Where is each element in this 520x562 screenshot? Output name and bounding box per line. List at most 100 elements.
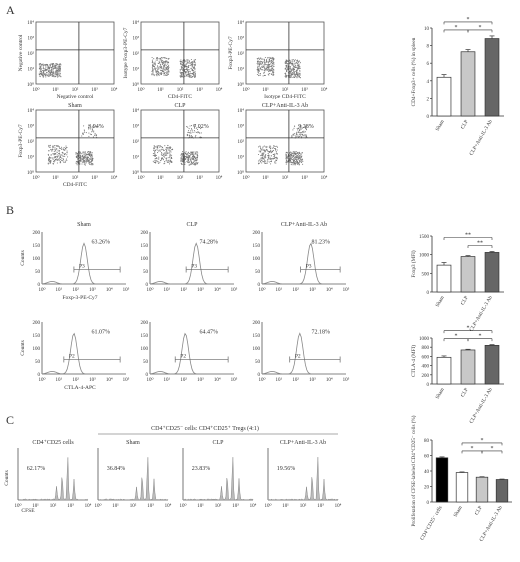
event-dot xyxy=(161,59,163,61)
event-dot xyxy=(180,75,182,77)
event-dot xyxy=(291,61,293,63)
event-dot xyxy=(167,71,169,73)
event-dot xyxy=(276,160,278,162)
event-dot xyxy=(47,75,49,77)
histogram-curve xyxy=(261,332,346,375)
event-dot xyxy=(296,60,298,62)
event-dot xyxy=(92,164,94,166)
significance-marker: * xyxy=(479,25,482,31)
event-dot xyxy=(194,125,196,128)
event-dot xyxy=(293,157,295,160)
event-dot xyxy=(162,67,165,69)
event-dot xyxy=(187,126,189,128)
event-dot xyxy=(179,71,181,73)
event-dot xyxy=(256,61,259,63)
x-axis-label: CD4-FITC xyxy=(63,182,87,188)
event-dot xyxy=(87,159,90,161)
event-dot xyxy=(186,67,188,69)
event-dot xyxy=(185,73,187,75)
event-dot xyxy=(85,158,87,160)
event-dot xyxy=(185,157,187,159)
event-dot xyxy=(44,74,46,76)
y-axis-label: Isotype Foxp3-PE-Cy7 xyxy=(123,27,129,78)
histogram-curve xyxy=(41,332,126,375)
event-dot xyxy=(40,71,42,73)
y-tick-label: 400 xyxy=(422,365,430,370)
event-dot xyxy=(154,67,156,69)
event-dot xyxy=(185,151,187,153)
event-dot xyxy=(195,158,197,160)
event-dot xyxy=(45,76,47,78)
event-dot xyxy=(266,58,268,61)
category-label: Sham xyxy=(453,505,464,518)
event-dot xyxy=(300,128,302,131)
event-dot xyxy=(54,67,56,69)
event-dot xyxy=(52,157,54,159)
event-dot xyxy=(303,132,305,134)
event-dot xyxy=(162,57,164,59)
event-dot xyxy=(48,144,50,146)
event-dot xyxy=(189,130,192,132)
x-tick-label: 10¹ xyxy=(52,87,59,93)
event-dot xyxy=(270,69,272,72)
event-dot xyxy=(167,67,170,69)
bar xyxy=(460,51,476,117)
y-tick-label: 200 xyxy=(253,321,261,326)
event-dot xyxy=(194,75,196,77)
x-tick-label: 10⁵ xyxy=(231,377,238,383)
event-dot xyxy=(289,66,291,68)
event-dot xyxy=(171,157,173,159)
event-dot xyxy=(193,151,195,153)
event-dot xyxy=(154,151,156,153)
event-dot xyxy=(167,160,169,162)
event-dot xyxy=(189,75,191,77)
event-dot xyxy=(293,64,295,66)
y-tick-label: 10² xyxy=(133,51,140,57)
event-dot xyxy=(151,73,153,75)
event-dot xyxy=(290,157,292,159)
event-dot xyxy=(185,63,187,65)
event-dot xyxy=(292,133,294,135)
event-dot xyxy=(193,66,195,68)
event-dot xyxy=(56,158,58,161)
x-tick-label: 10³ xyxy=(197,287,204,293)
event-dot xyxy=(297,72,299,74)
event-dot xyxy=(272,69,274,72)
event-dot xyxy=(284,62,286,64)
event-dot xyxy=(66,152,68,154)
y-tick-label: 10² xyxy=(28,139,35,145)
event-dot xyxy=(294,64,297,66)
event-dot xyxy=(182,69,184,71)
bar-chart: 0 500 1000 1500 Foxp3 (MFI) Sham CLPCLP+Anti-I… xyxy=(410,232,504,333)
event-dot xyxy=(83,154,85,156)
event-dot xyxy=(154,61,156,63)
event-dot xyxy=(198,131,200,133)
event-dot xyxy=(62,158,64,160)
event-dot xyxy=(296,136,298,138)
event-dot xyxy=(298,60,300,62)
event-dot xyxy=(194,59,197,61)
event-dot xyxy=(166,154,168,156)
event-dot xyxy=(270,163,272,165)
y-tick-label: 40 xyxy=(424,470,430,475)
event-dot xyxy=(261,160,264,162)
event-dot xyxy=(54,145,56,147)
event-dot xyxy=(267,156,269,158)
y-tick-label: 50 xyxy=(35,360,41,365)
y-axis-label: CTLA-4 (MFI) xyxy=(410,345,417,377)
event-dot xyxy=(156,159,158,162)
event-dot xyxy=(54,156,56,158)
event-dot xyxy=(293,134,295,136)
y-tick-label: 0 xyxy=(427,115,430,120)
x-tick-label: 10⁴ xyxy=(250,503,257,509)
event-dot xyxy=(77,156,79,158)
event-dot xyxy=(161,149,163,151)
event-dot xyxy=(60,147,62,149)
event-dot xyxy=(57,75,59,77)
event-dot xyxy=(184,163,186,165)
event-dot xyxy=(273,58,275,60)
event-dot xyxy=(191,154,193,156)
proliferation-percent: 23.83% xyxy=(192,466,211,472)
event-dot xyxy=(155,154,157,156)
sample-title: Sham xyxy=(68,103,82,109)
